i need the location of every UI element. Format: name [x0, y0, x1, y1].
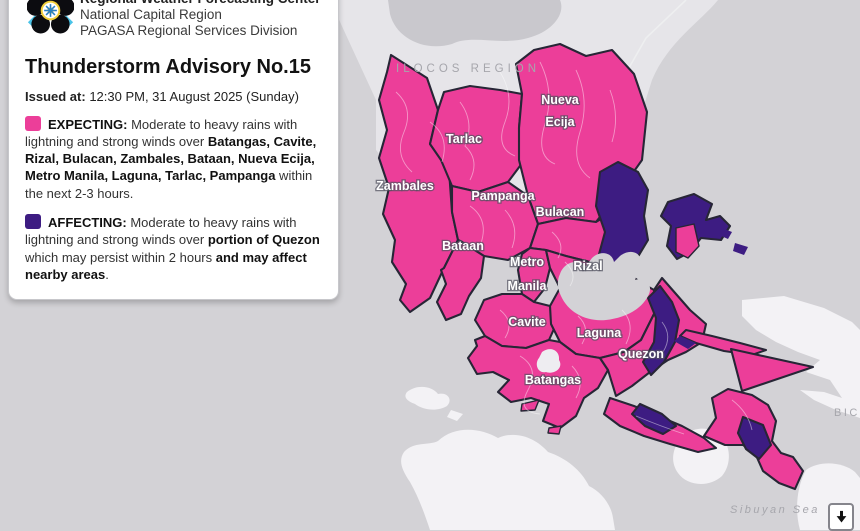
- polillo-pink-part: [675, 223, 700, 259]
- lubang-islands: [405, 386, 450, 410]
- maricaban-islet: [520, 399, 540, 412]
- legend-item-affecting: AFFECTING: Moderate to heavy rains with …: [25, 213, 320, 282]
- polillo-islet-2: [733, 243, 748, 255]
- map-label-manila: Manila: [508, 279, 548, 293]
- map-label-tarlac: Tarlac: [446, 132, 482, 146]
- advisory-panel: Regional Weather Forecasting Center Nati…: [8, 0, 339, 301]
- cordillera-region-shape: [388, 0, 562, 47]
- affecting-areas: [594, 160, 773, 461]
- legend-list: EXPECTING: Moderate to heavy rains with …: [25, 115, 324, 284]
- issued-value: 12:30 PM, 31 August 2025 (Sunday): [89, 88, 299, 104]
- province-pampanga: [450, 180, 540, 262]
- sea-label-ilocos-region: ILOCOS REGION: [396, 63, 540, 75]
- map-label-bulacan: Bulacan: [536, 205, 585, 219]
- legend-swatch-affecting: [25, 213, 41, 229]
- province-bataan: [435, 238, 486, 322]
- org-line-3: PAGASA Regional Services Division: [80, 23, 298, 39]
- org-line-2: National Capital Region: [80, 7, 222, 23]
- lubang-islet: [447, 410, 463, 421]
- laguna-de-bay: [557, 251, 651, 321]
- map-label-nueva: Nueva: [541, 93, 580, 107]
- municipal-boundary-lines: [395, 61, 753, 435]
- alabat-affected-tip: [674, 336, 696, 349]
- org-line-1: Regional Weather Forecasting Center: [80, 0, 321, 7]
- small-islet: [360, 36, 368, 44]
- legend-item-expecting: EXPECTING: Moderate to heavy rains with …: [25, 115, 317, 201]
- polillo-islet-1: [719, 228, 732, 239]
- map-label-pampanga: Pampanga: [471, 189, 535, 203]
- map-label-ecija: Ecija: [545, 115, 575, 129]
- map-label-batangas: Batangas: [525, 373, 581, 387]
- legend-swatch-expecting: [25, 115, 41, 131]
- map-label-quezon: Quezon: [618, 347, 664, 361]
- map-label-bataan: Bataan: [442, 239, 484, 253]
- province-batangas: [466, 334, 610, 430]
- org-header: Regional Weather Forecasting Center Nati…: [21, 0, 324, 40]
- map-label-rizal: Rizal: [573, 259, 602, 273]
- sea-label-sibuyan-sea: Sibuyan Sea: [730, 504, 820, 516]
- org-text-block: Regional Weather Forecasting Center Nati…: [80, 0, 321, 40]
- province-quezon: [598, 276, 708, 398]
- peninsula-affected: [736, 415, 773, 461]
- download-arrow-icon: [836, 510, 846, 523]
- map-label-metro: Metro: [510, 255, 544, 269]
- camarines-norte-wedge: [729, 347, 815, 393]
- pagasa-logo: [27, 0, 74, 34]
- south-coast-affected: [630, 402, 678, 436]
- taal-lake: [536, 349, 561, 373]
- map-label-laguna: Laguna: [577, 326, 622, 340]
- mindoro-island: [401, 429, 615, 530]
- quezon-east-coast-affected: [641, 284, 681, 377]
- advisory-title: Thunderstorm Advisory No.15: [25, 55, 311, 78]
- bicol-land: [742, 296, 860, 418]
- map-label-zambales: Zambales: [376, 179, 434, 193]
- download-button[interactable]: [828, 503, 854, 531]
- issued-line: Issued at: 12:30 PM, 31 August 2025 (Sun…: [25, 89, 324, 104]
- map-label-cavite: Cavite: [508, 315, 546, 329]
- verde-islet: [547, 425, 562, 435]
- issued-label: Issued at:: [25, 88, 86, 104]
- sea-label-bicol-region: BICOL REGION: [834, 407, 860, 419]
